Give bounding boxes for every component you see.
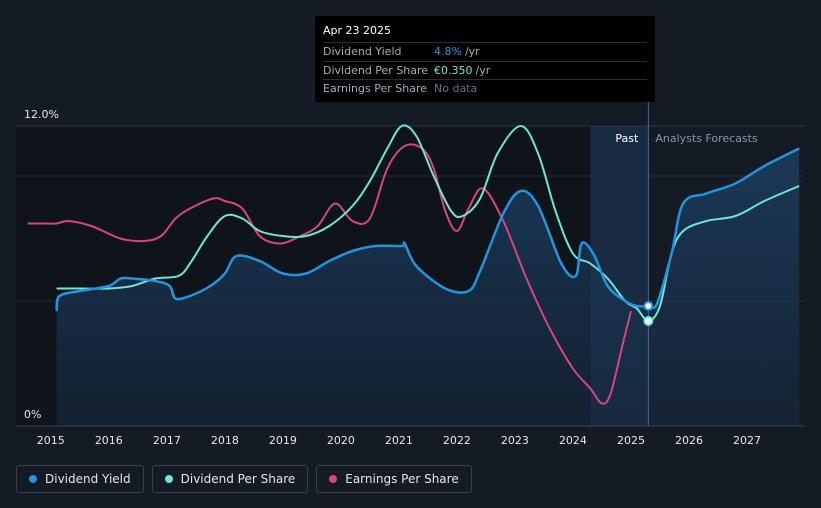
tooltip-unit: /yr (475, 63, 491, 77)
x-tick-label: 2022 (443, 434, 471, 447)
x-tick-label: 2025 (617, 434, 645, 447)
tooltip-value: €0.350 (434, 63, 473, 77)
x-tick-label: 2021 (385, 434, 413, 447)
legend-label: Dividend Per Share (180, 472, 296, 486)
tooltip-row-dividend-per-share: Dividend Per Share €0.350 /yr (323, 60, 647, 80)
legend-item-dividend-yield[interactable]: Dividend Yield (16, 465, 144, 493)
x-tick-label: 2017 (153, 434, 181, 447)
forecast-label: Analysts Forecasts (655, 132, 758, 145)
past-label: Past (615, 132, 639, 145)
earnings-per-share-line[interactable] (27, 143, 632, 405)
dividend-per-share-marker[interactable] (643, 316, 654, 326)
tooltip-row-dividend-yield: Dividend Yield 4.8% /yr (323, 42, 647, 61)
x-tick-label: 2026 (675, 434, 703, 447)
x-axis-ticks: 2015 2016 2017 2018 2019 2020 2021 2022 2023 2024… (37, 434, 761, 447)
tooltip-label: Earnings Per Share (323, 82, 428, 96)
x-tick-label: 2027 (733, 434, 761, 447)
hover-tooltip: Apr 23 2025 Dividend Yield 4.8% /yr Divi… (315, 16, 655, 102)
legend-item-earnings-per-share[interactable]: Earnings Per Share (316, 465, 472, 493)
x-tick-label: 2020 (327, 434, 355, 447)
tooltip-value: 4.8% (434, 45, 462, 59)
legend-dot-icon (329, 475, 338, 483)
tooltip-label: Dividend Per Share (323, 63, 429, 77)
legend-dot-icon (164, 475, 173, 483)
x-tick-label: 2023 (501, 434, 529, 447)
legend-item-dividend-per-share[interactable]: Dividend Per Share (151, 465, 309, 493)
tooltip-unit: /yr (464, 45, 480, 59)
tooltip-row-earnings-per-share: Earnings Per Share No data (323, 79, 647, 98)
y-tick-label-bottom: 0% (24, 408, 41, 421)
dividend-per-share-line[interactable] (56, 124, 800, 322)
tooltip-label: Dividend Yield (323, 45, 402, 59)
x-tick-label: 2024 (559, 434, 587, 447)
tooltip-value: No data (434, 82, 478, 96)
tooltip-date: Apr 23 2025 (323, 24, 392, 37)
x-tick-label: 2019 (269, 434, 297, 447)
legend-label: Dividend Yield (45, 472, 131, 486)
x-tick-label: 2015 (37, 434, 65, 447)
x-tick-label: 2016 (95, 434, 123, 447)
legend-label: Earnings Per Share (345, 472, 459, 486)
dividend-yield-marker[interactable] (643, 301, 654, 311)
x-tick-label: 2018 (211, 434, 239, 447)
chart-legend: Dividend Yield Dividend Per Share Earnin… (16, 465, 472, 493)
dividend-yield-area (56, 148, 800, 426)
legend-dot-icon (29, 475, 37, 483)
y-tick-label-top: 12.0% (24, 108, 59, 121)
